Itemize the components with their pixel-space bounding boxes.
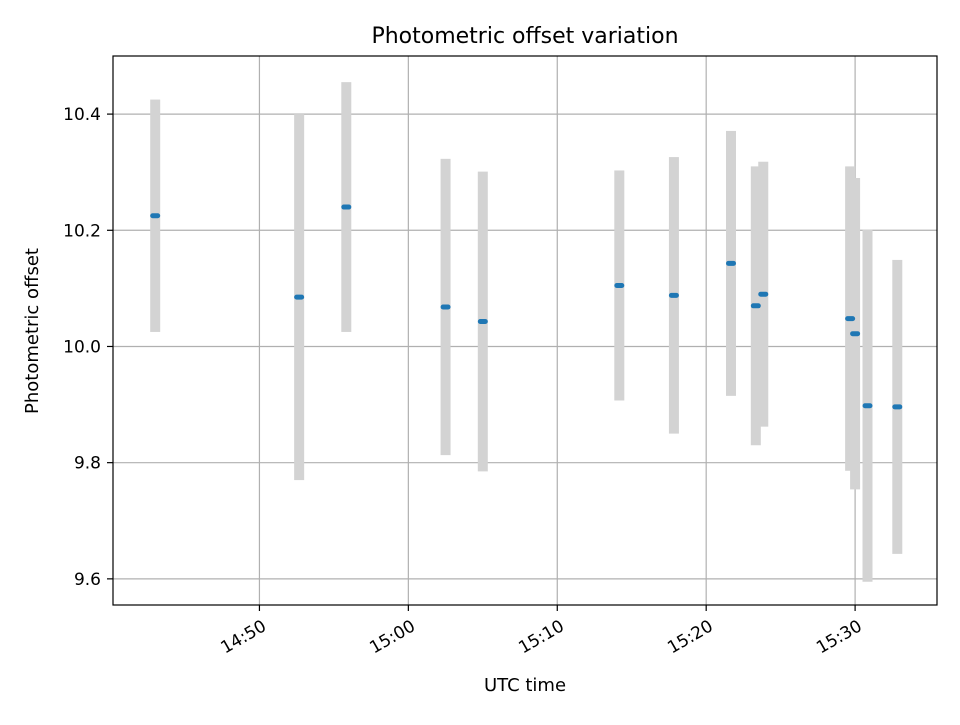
y-tick-label: 10.4 [63, 105, 101, 125]
y-axis-ticks: 9.6 9.8 10.0 10.2 10.4 [63, 105, 113, 590]
data-point [862, 403, 873, 409]
data-point [850, 331, 861, 337]
data-point [668, 292, 679, 298]
data-point [341, 204, 352, 210]
data-points [150, 204, 903, 410]
chart-title: Photometric offset variation [371, 24, 678, 49]
y-tick-label: 10.2 [63, 221, 101, 241]
data-point [440, 304, 451, 310]
data-point [750, 303, 761, 309]
y-tick-label: 9.8 [74, 454, 101, 474]
y-tick-label: 9.6 [74, 570, 101, 590]
plot-frame [112, 55, 938, 606]
data-point [294, 294, 305, 300]
data-point [845, 316, 856, 322]
data-point [758, 291, 769, 297]
data-point [614, 282, 625, 288]
data-point [150, 213, 161, 219]
data-point [892, 404, 903, 410]
data-point [477, 318, 488, 324]
y-tick-label: 10.0 [63, 337, 101, 357]
data-point [726, 260, 736, 266]
y-axis-label: Photometric offset [22, 248, 43, 414]
x-axis-label: UTC time [484, 675, 566, 696]
